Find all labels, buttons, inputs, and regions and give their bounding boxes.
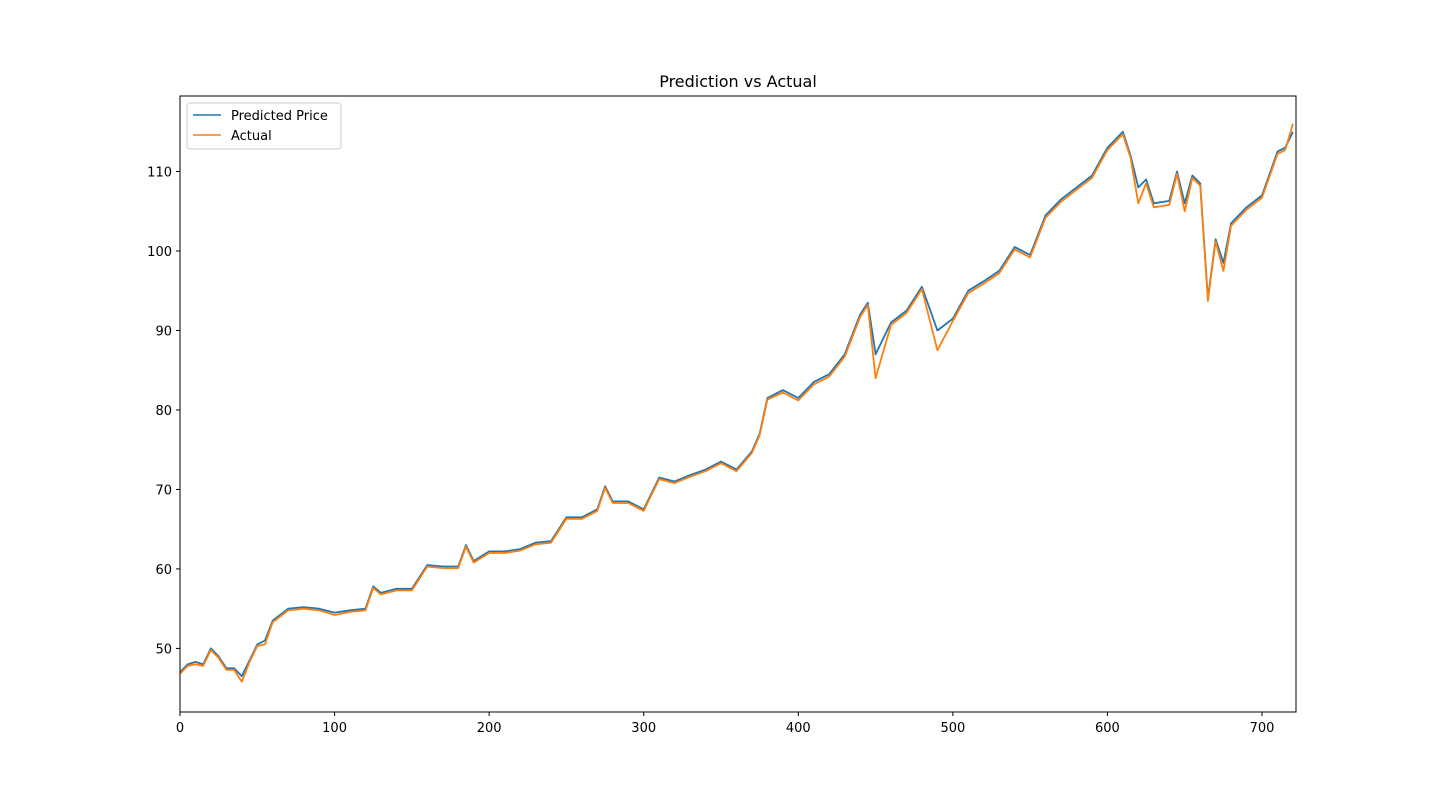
legend-label-predicted: Predicted Price xyxy=(231,109,328,124)
x-tick-label: 700 xyxy=(1250,721,1275,736)
x-axis: 0 100 200 300 400 500 600 700 xyxy=(176,712,1275,736)
y-tick-label: 90 xyxy=(155,324,172,339)
legend-label-actual: Actual xyxy=(231,129,272,144)
y-tick-label: 100 xyxy=(147,245,172,260)
y-tick-label: 110 xyxy=(147,166,172,181)
x-tick-label: 500 xyxy=(940,721,965,736)
y-tick-label: 50 xyxy=(155,642,172,657)
plot-frame xyxy=(179,95,1297,713)
plot-area xyxy=(179,95,1297,713)
y-tick-label: 80 xyxy=(155,404,172,419)
y-tick-label: 60 xyxy=(155,563,172,578)
series-line-predicted-price xyxy=(180,130,1294,678)
legend: Predicted Price Actual xyxy=(186,102,342,150)
x-tick-label: 400 xyxy=(786,721,811,736)
y-tick-label: 70 xyxy=(155,483,172,498)
x-tick-label: 100 xyxy=(322,721,347,736)
chart-title: Prediction vs Actual xyxy=(659,72,817,91)
x-tick-label: 300 xyxy=(631,721,656,736)
legend-box xyxy=(186,102,342,150)
x-tick-label: 200 xyxy=(477,721,502,736)
series-layer xyxy=(180,123,1294,683)
x-tick-label: 0 xyxy=(176,721,184,736)
x-tick-label: 600 xyxy=(1095,721,1120,736)
series-line-actual xyxy=(180,123,1294,683)
y-axis: 50 60 70 80 90 100 110 xyxy=(147,166,180,657)
